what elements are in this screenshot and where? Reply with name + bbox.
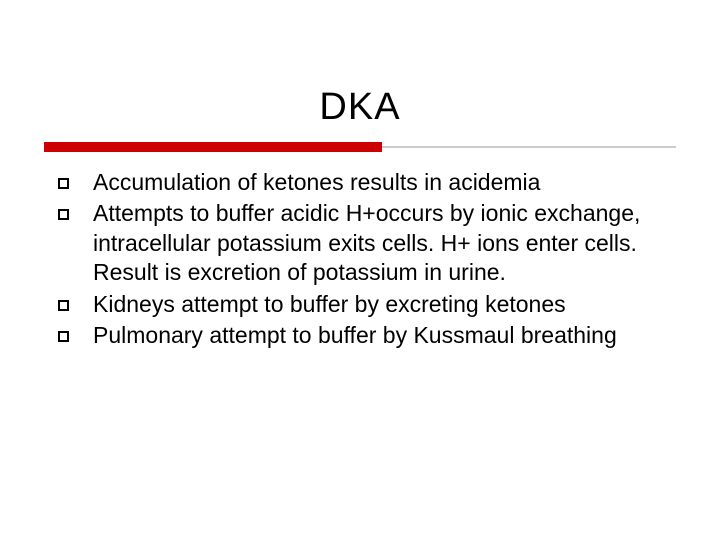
list-item: Attempts to buffer acidic H+occurs by io… bbox=[58, 199, 668, 287]
underline-red-segment bbox=[44, 142, 382, 152]
slide-title: DKA bbox=[0, 86, 720, 129]
slide-body: Accumulation of ketones results in acide… bbox=[58, 168, 668, 353]
bullet-text: Pulmonary attempt to buffer by Kussmaul … bbox=[93, 321, 668, 350]
square-bullet-icon bbox=[58, 300, 69, 311]
slide: DKA Accumulation of ketones results in a… bbox=[0, 0, 720, 540]
underline-gray-segment bbox=[382, 146, 676, 148]
list-item: Kidneys attempt to buffer by excreting k… bbox=[58, 290, 668, 319]
bullet-text: Accumulation of ketones results in acide… bbox=[93, 168, 668, 197]
list-item: Accumulation of ketones results in acide… bbox=[58, 168, 668, 197]
list-item: Pulmonary attempt to buffer by Kussmaul … bbox=[58, 321, 668, 350]
square-bullet-icon bbox=[58, 178, 69, 189]
bullet-text: Kidneys attempt to buffer by excreting k… bbox=[93, 290, 668, 319]
square-bullet-icon bbox=[58, 331, 69, 342]
square-bullet-icon bbox=[58, 209, 69, 220]
title-underline bbox=[44, 142, 676, 152]
bullet-text: Attempts to buffer acidic H+occurs by io… bbox=[93, 199, 668, 287]
